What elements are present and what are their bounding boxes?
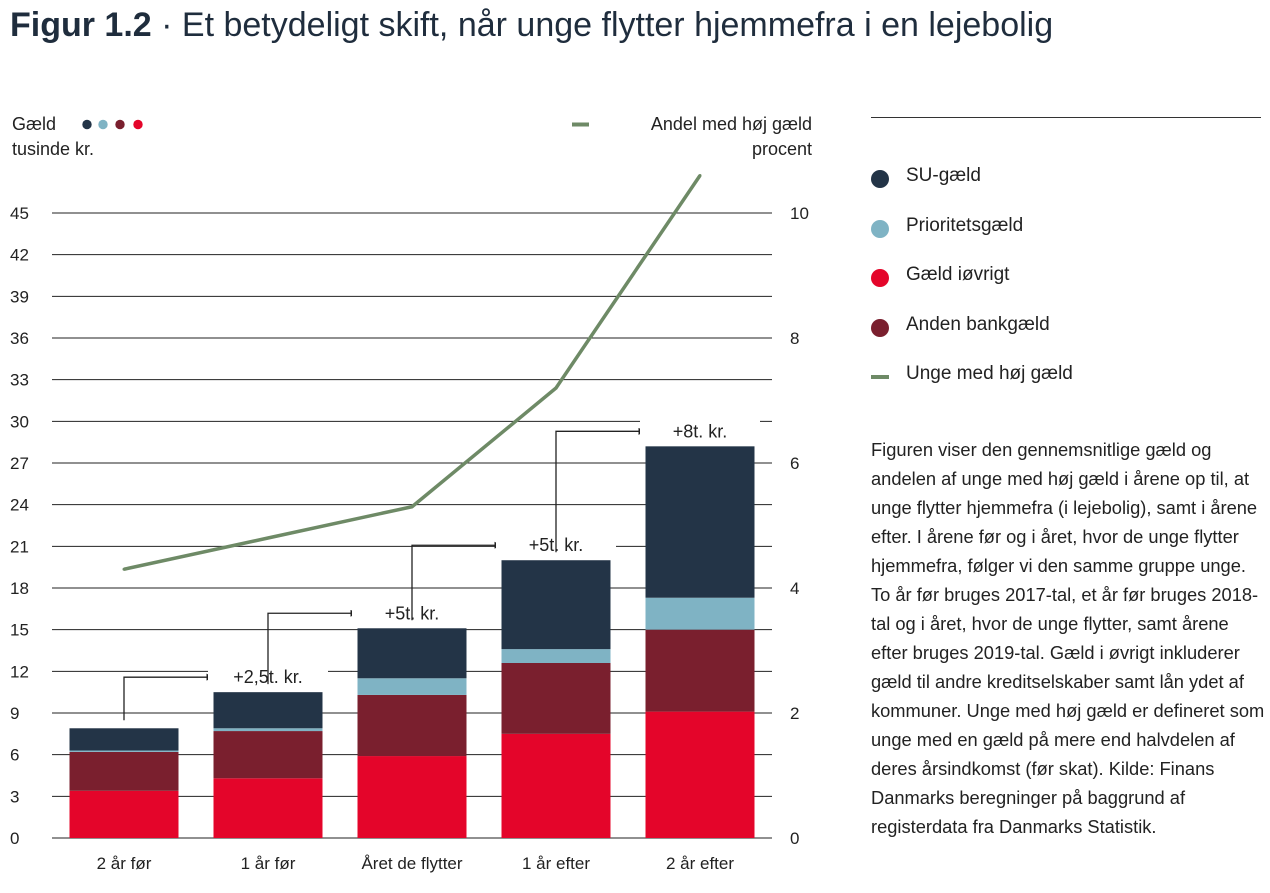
legend-divider bbox=[871, 117, 1261, 118]
left-axis-tick-label: 30 bbox=[10, 412, 29, 431]
dot-swatch-icon bbox=[871, 269, 889, 287]
right-axis-tick-label: 2 bbox=[790, 704, 799, 723]
left-axis-tick-label: 39 bbox=[10, 287, 29, 306]
left-axis-legend-dots bbox=[82, 119, 143, 130]
x-axis-category-label: 2 år efter bbox=[666, 854, 734, 873]
increase-arrow bbox=[555, 427, 646, 553]
right-axis-tick-label: 6 bbox=[790, 454, 799, 473]
x-axis-category-label: 1 år før bbox=[241, 854, 296, 873]
stacked-bar-chart: Gæld tusinde kr. Andel med høj gæld proc… bbox=[10, 114, 812, 873]
bar-segment bbox=[645, 711, 755, 838]
legend-item: Prioritetsgæld bbox=[871, 215, 1073, 265]
right-axis-label-line2: procent bbox=[752, 139, 812, 159]
legend-label: SU-gæld bbox=[906, 165, 981, 186]
figure-number: Figur 1.2 bbox=[10, 6, 152, 44]
bar-segment bbox=[501, 733, 611, 838]
left-axis-tick-label: 18 bbox=[10, 579, 29, 598]
dot-swatch-icon bbox=[871, 219, 889, 238]
legend-label: Unge med høj gæld bbox=[906, 363, 1073, 384]
increase-label-background bbox=[640, 418, 760, 445]
left-axis-tick-label: 15 bbox=[10, 621, 29, 640]
dot-swatch-icon bbox=[871, 170, 889, 188]
increase-label: +8t. kr. bbox=[673, 421, 728, 441]
left-axis-tick-label: 0 bbox=[10, 829, 19, 848]
left-axis-tick-label: 12 bbox=[10, 662, 29, 681]
left-axis-label-line2: tusinde kr. bbox=[12, 139, 94, 159]
line-swatch-icon bbox=[871, 375, 889, 379]
increase-arrow bbox=[411, 541, 502, 621]
left-axis-tick-label: 9 bbox=[10, 704, 19, 723]
right-axis-tick-label: 4 bbox=[790, 579, 799, 598]
left-axis-tick-label: 33 bbox=[10, 371, 29, 390]
left-axis-tick-label: 27 bbox=[10, 454, 29, 473]
high-debt-share-point bbox=[266, 536, 270, 540]
bar-segment bbox=[69, 751, 179, 791]
legend-label: Gæld iøvrigt bbox=[906, 264, 1010, 285]
increase-arrow bbox=[267, 609, 358, 685]
left-axis-tick-label: 36 bbox=[10, 329, 29, 348]
right-axis-tick-label: 0 bbox=[790, 829, 799, 848]
bar-segment bbox=[69, 750, 179, 752]
legend-item: Unge med høj gæld bbox=[871, 363, 1073, 413]
bar-segment bbox=[213, 778, 323, 838]
right-axis-tick-label: 8 bbox=[790, 329, 799, 348]
bar-segment bbox=[69, 728, 179, 751]
high-debt-share-point bbox=[122, 567, 126, 571]
bar-segment bbox=[645, 446, 755, 598]
high-debt-share-line bbox=[123, 174, 702, 571]
title-text: Et betydeligt skift, når unge flytter hj… bbox=[181, 6, 1054, 44]
bar-segment bbox=[645, 597, 755, 630]
legend-item: SU-gæld bbox=[871, 165, 1073, 215]
left-axis-tick-label: 45 bbox=[10, 204, 29, 223]
left-axis-tick-label: 6 bbox=[10, 746, 19, 765]
left-axis-tick-label: 24 bbox=[10, 496, 29, 515]
bar-segment bbox=[213, 728, 323, 732]
left-axis-tick-label: 3 bbox=[10, 787, 19, 806]
bar-segment bbox=[501, 649, 611, 663]
legend-item: Anden bankgæld bbox=[871, 314, 1073, 364]
x-axis-category-label: 1 år efter bbox=[522, 854, 590, 873]
left-axis-tick-label: 21 bbox=[10, 537, 29, 556]
bar-segment bbox=[213, 692, 323, 729]
bar-segment bbox=[645, 629, 755, 712]
su-debt-dot-icon bbox=[82, 119, 92, 130]
legend: SU-gæld Prioritetsgæld Gæld iøvrigt Anden b… bbox=[871, 165, 1073, 413]
dot-swatch-icon bbox=[871, 318, 889, 337]
bar-segment bbox=[357, 694, 467, 757]
x-axis-category-label: 2 år før bbox=[97, 854, 152, 873]
high-debt-share-point bbox=[698, 174, 702, 177]
increase-arrow bbox=[123, 673, 214, 721]
bar-segment bbox=[213, 731, 323, 779]
left-axis-tick-label: 42 bbox=[10, 246, 29, 265]
bar-segment bbox=[357, 678, 467, 695]
left-axis-label-line1: Gæld bbox=[12, 114, 56, 134]
bar-segment bbox=[501, 560, 611, 650]
high-debt-share-point bbox=[554, 386, 558, 390]
bar-segment bbox=[357, 628, 467, 679]
other-bank-debt-dot-icon bbox=[115, 119, 125, 130]
mortgage-debt-dot-icon bbox=[98, 119, 108, 130]
other-debt-dot-icon bbox=[133, 119, 143, 130]
right-axis-tick-label: 10 bbox=[790, 204, 809, 223]
figure-note: Figuren viser den gennemsnitlige gæld og… bbox=[871, 439, 1265, 837]
bar-segment bbox=[69, 790, 179, 838]
x-axis-category-label: Året de flytter bbox=[361, 854, 462, 873]
legend-label: Prioritetsgæld bbox=[906, 214, 1024, 236]
high-debt-share-point bbox=[410, 505, 414, 509]
legend-item: Gæld iøvrigt bbox=[871, 264, 1073, 314]
right-axis-label-line1: Andel med høj gæld bbox=[651, 114, 812, 134]
figure-title: Figur 1.2 · Et betydeligt skift, når ung… bbox=[10, 6, 1053, 45]
bar-segment bbox=[501, 663, 611, 734]
legend-label: Anden bankgæld bbox=[906, 313, 1050, 335]
title-separator: · bbox=[151, 6, 182, 44]
right-axis-line-legend-icon bbox=[572, 122, 589, 127]
bar-segment bbox=[357, 756, 467, 838]
